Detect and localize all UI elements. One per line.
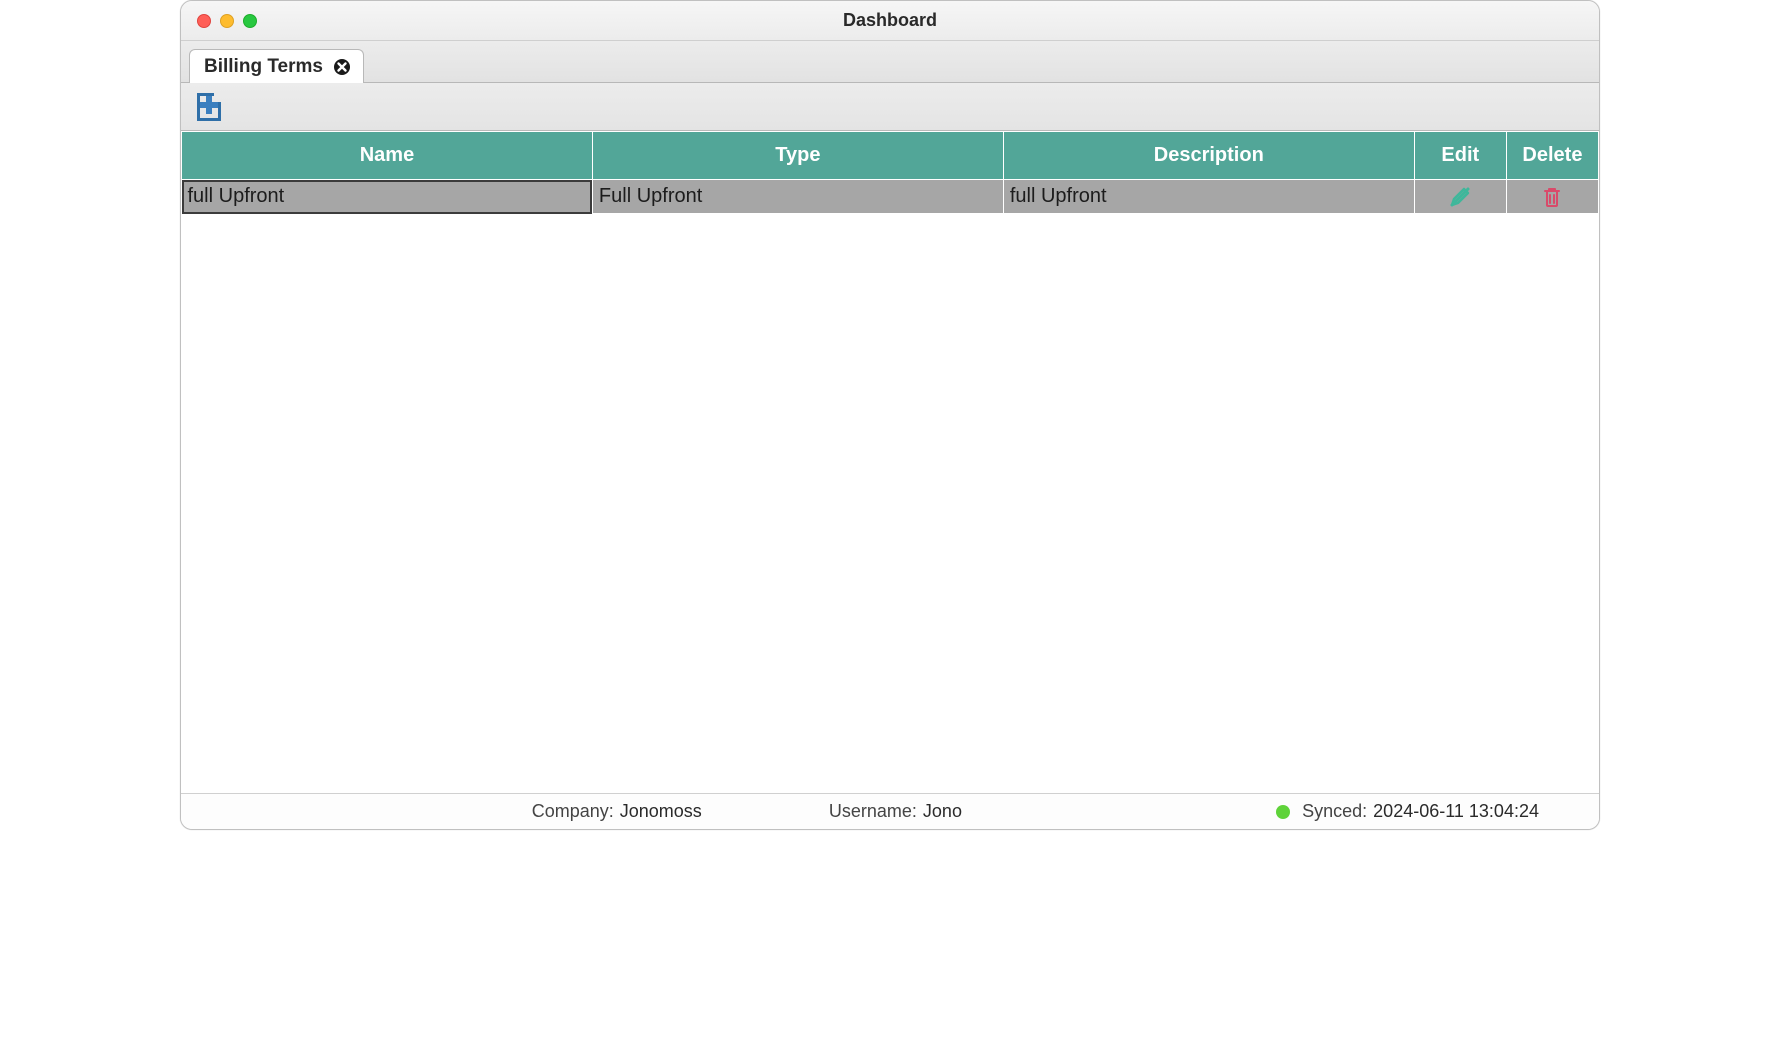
app-window: Dashboard Billing Terms [180, 0, 1600, 830]
tab-label: Billing Terms [204, 56, 323, 78]
status-synced-label: Synced: [1302, 801, 1367, 822]
status-company: Company: Jonomoss [532, 801, 702, 822]
status-company-label: Company: [532, 801, 614, 822]
traffic-lights [181, 14, 257, 28]
titlebar: Dashboard [181, 1, 1599, 41]
col-header-type[interactable]: Type [592, 132, 1003, 180]
add-button[interactable] [191, 89, 227, 125]
cell-name[interactable]: full Upfront [182, 180, 593, 214]
table-row[interactable]: full Upfront Full Upfront full Upfront [182, 180, 1599, 214]
toolbar [181, 83, 1599, 131]
table-header-row: Name Type Description Edit Delete [182, 132, 1599, 180]
edit-icon [1449, 185, 1471, 207]
minimize-window-button[interactable] [220, 14, 234, 28]
status-synced-value: 2024-06-11 13:04:24 [1373, 801, 1539, 822]
col-header-description[interactable]: Description [1003, 132, 1414, 180]
close-window-button[interactable] [197, 14, 211, 28]
tab-close-icon[interactable] [333, 58, 351, 76]
col-header-delete[interactable]: Delete [1506, 132, 1598, 180]
tabbar: Billing Terms [181, 41, 1599, 83]
statusbar: Company: Jonomoss Username: Jono Synced:… [181, 793, 1599, 829]
col-header-name[interactable]: Name [182, 132, 593, 180]
col-header-edit[interactable]: Edit [1414, 132, 1506, 180]
tab-billing-terms[interactable]: Billing Terms [189, 49, 364, 83]
maximize-window-button[interactable] [243, 14, 257, 28]
status-username: Username: Jono [829, 801, 962, 822]
status-username-value: Jono [923, 801, 962, 822]
status-username-label: Username: [829, 801, 917, 822]
cell-description[interactable]: full Upfront [1003, 180, 1414, 214]
delete-icon [1542, 185, 1562, 207]
cell-delete[interactable] [1506, 180, 1598, 214]
billing-terms-table: Name Type Description Edit Delete full U… [181, 131, 1599, 214]
status-company-value: Jonomoss [620, 801, 702, 822]
cell-type[interactable]: Full Upfront [592, 180, 1003, 214]
status-synced: Synced: 2024-06-11 13:04:24 [1276, 801, 1539, 822]
content-area: Name Type Description Edit Delete full U… [181, 131, 1599, 793]
window-title: Dashboard [181, 10, 1599, 31]
cell-edit[interactable] [1414, 180, 1506, 214]
sync-status-dot-icon [1276, 805, 1290, 819]
